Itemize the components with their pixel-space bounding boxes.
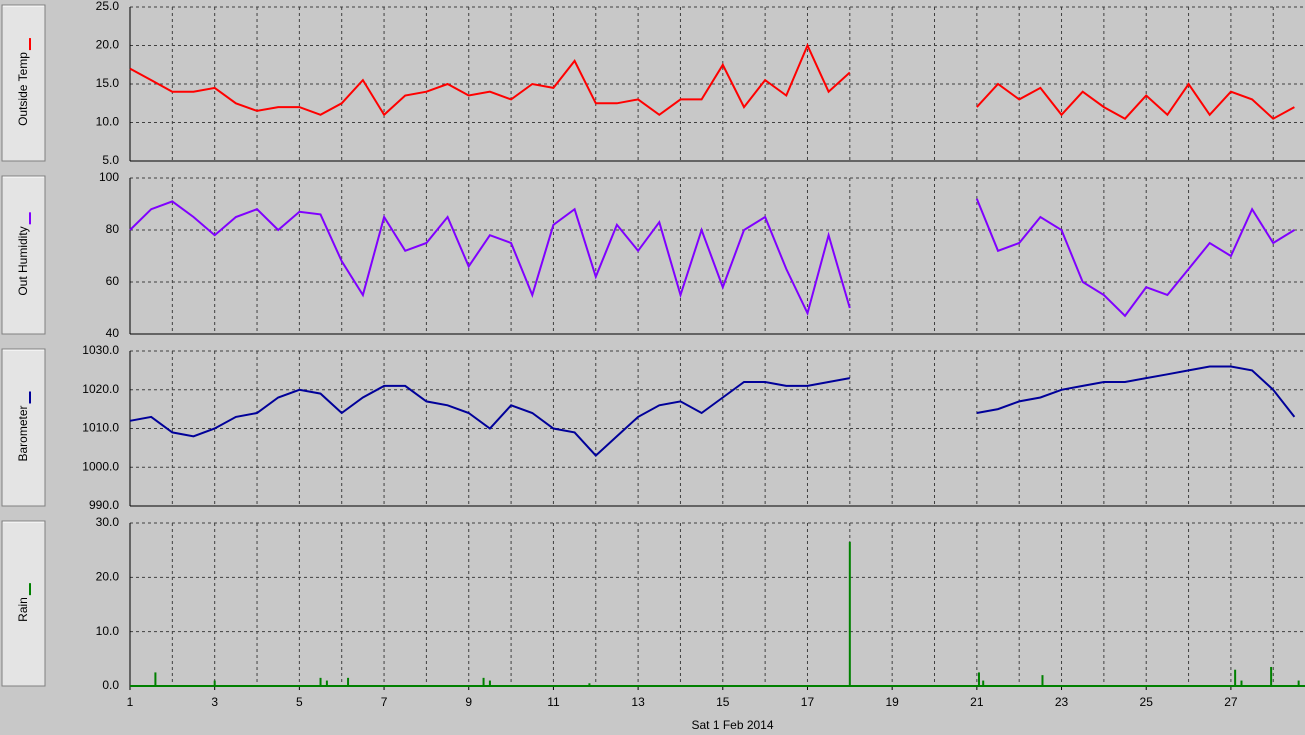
x-tick-label: 17 [801,695,815,709]
bar [347,677,350,686]
panel-button[interactable] [1,4,46,162]
y-tick-label: 15.0 [96,76,120,90]
y-tick-label: 1000.0 [82,459,119,473]
y-tick-label: 100 [99,170,119,184]
panel-button[interactable] [1,175,46,335]
y-tick-label: 40 [106,326,120,340]
panel-title: Out Humidity [16,226,30,295]
y-tick-label: 60 [106,274,120,288]
y-tick-label: 10.0 [96,624,120,638]
y-tick-label: 80 [106,222,120,236]
series-line [129,198,1295,318]
panel-button[interactable] [1,348,46,507]
y-tick-label: 30.0 [96,515,120,529]
y-tick-label: 5.0 [102,153,119,167]
y-tick-label: 25.0 [96,0,120,13]
y-tick-label: 20.0 [96,38,120,52]
bar [213,680,216,686]
bar [319,677,322,686]
x-tick-label: 27 [1224,695,1238,709]
bar [1234,669,1237,686]
y-tick-label: 1030.0 [82,343,119,357]
bar [482,677,485,686]
x-tick-label: 15 [716,695,730,709]
panel-title: Outside Temp [16,52,30,126]
x-tick-label: 9 [465,695,472,709]
y-tick-label: 990.0 [89,498,119,512]
button-label-group: Barometer [16,391,31,462]
bar [977,672,980,686]
bar [154,672,157,686]
series-line [129,365,1296,458]
x-tick-label: 21 [970,695,984,709]
y-tick-label: 0.0 [102,678,119,692]
bar [1297,680,1300,686]
button-label-group: Outside Temp [16,38,31,126]
y-tick-label: 1010.0 [82,421,119,435]
bar [325,680,328,686]
series-line [129,43,1295,120]
y-tick-label: 10.0 [96,115,120,129]
x-tick-label: 13 [631,695,645,709]
bar [848,542,851,686]
bar [1240,680,1243,686]
x-tick-label: 19 [885,695,899,709]
x-tick-label: 23 [1055,695,1069,709]
x-tick-label: 5 [296,695,303,709]
bar [488,680,491,686]
bar [1270,666,1273,686]
x-tick-label: 25 [1140,695,1154,709]
bar [1041,675,1044,686]
panel-button[interactable] [1,520,46,687]
panel-title: Barometer [16,405,30,461]
button-label-group: Out Humidity [16,212,31,296]
x-tick-label: 3 [211,695,218,709]
panel-title: Rain [16,597,30,622]
x-tick-label: 1 [127,695,134,709]
x-tick-label: 11 [547,695,560,709]
y-tick-label: 1020.0 [82,382,119,396]
bar [982,680,985,686]
y-tick-label: 20.0 [96,570,120,584]
button-label-group: Rain [16,583,31,622]
x-axis-label: Sat 1 Feb 2014 [691,718,773,732]
bar [588,683,591,686]
x-tick-label: 7 [381,695,388,709]
